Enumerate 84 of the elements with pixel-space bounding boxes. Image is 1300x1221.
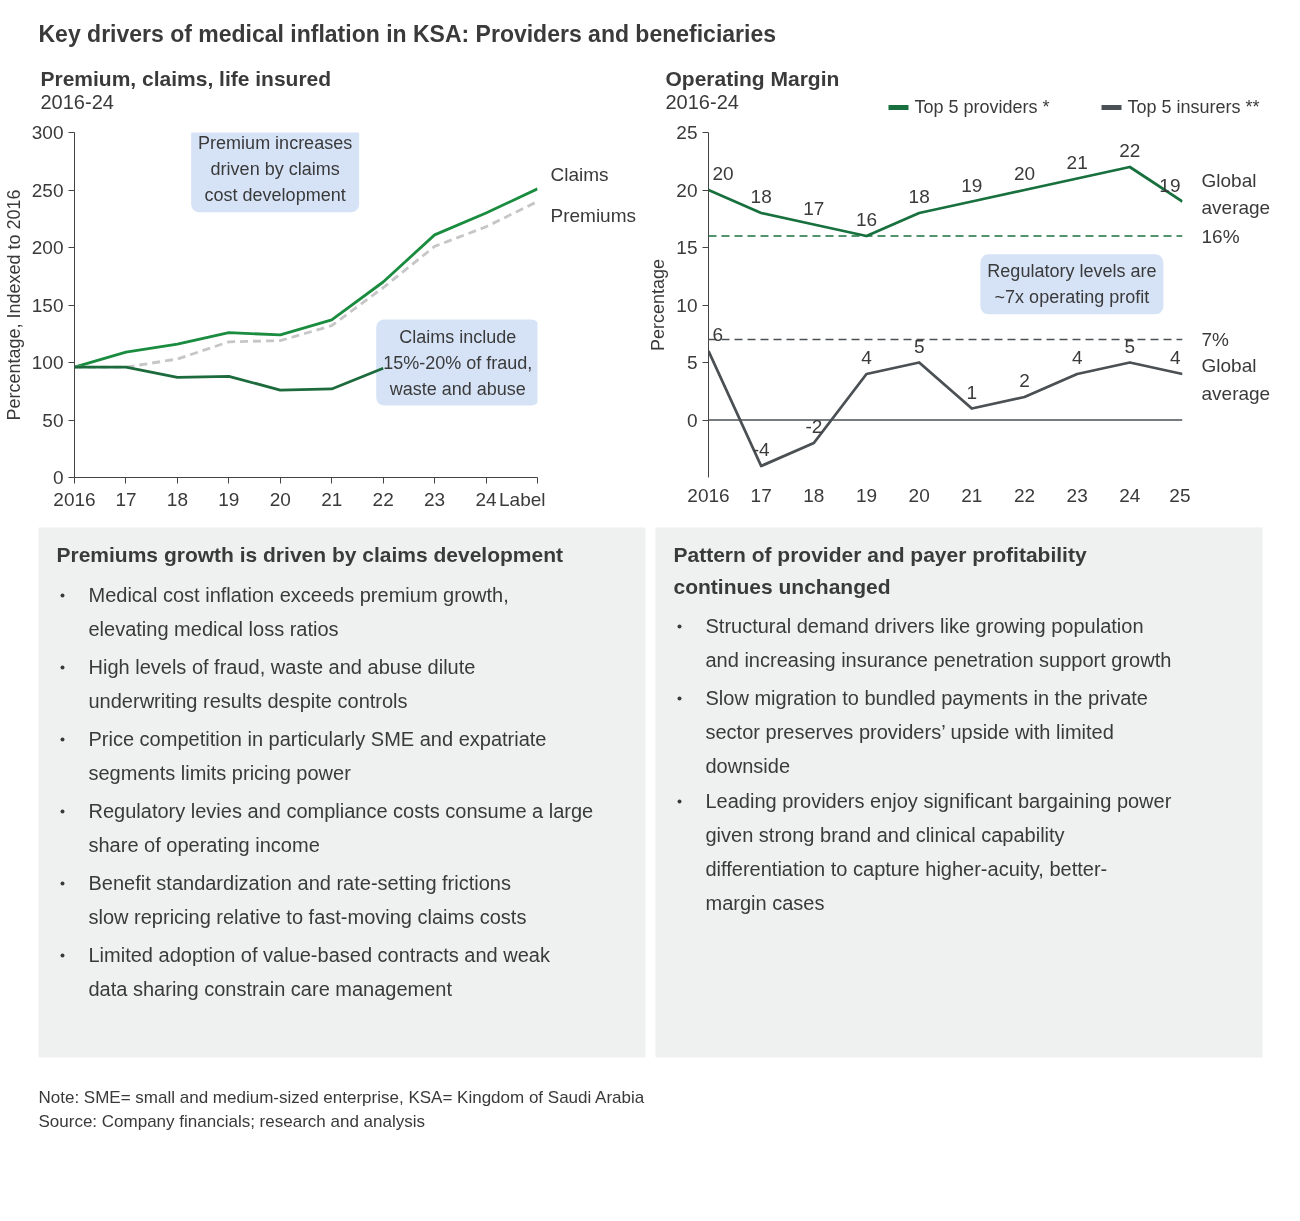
ref-line-label: 7%: [1201, 329, 1230, 350]
x-tick-label: 23: [424, 488, 446, 510]
x-tick-label: 22: [372, 488, 394, 510]
data-label: 2: [1019, 370, 1030, 391]
y-tick-label: 150: [31, 294, 64, 316]
annotation: Regulatory levels are ~7x operating profit: [987, 261, 1157, 308]
text: Note: SME= small and medium-sized enterprise, KSA= Kingdom of Saudi Arabia: [38, 1087, 645, 1107]
text: Slow migration to bundled payments in the private sector preserves providers’ upside with limited downside: [705, 686, 1148, 777]
x-tick-label: 20: [269, 488, 291, 510]
y-tick-label: 250: [31, 179, 64, 201]
x-tick-label: 21: [961, 484, 983, 506]
x-tick-label: 24: [1119, 484, 1141, 506]
y-tick-label: 300: [31, 122, 64, 143]
series-label: Claims: [550, 164, 609, 186]
text: Structural demand drivers like growing population and increasing insurance penetration support growth: [705, 614, 1172, 671]
y-tick-label: 0: [52, 467, 64, 488]
data-label: -2: [805, 416, 823, 437]
y-tick-label: 20: [676, 179, 698, 201]
x-tick-label: 23: [1066, 484, 1088, 506]
legend-label: Top 5 insurers **: [1127, 96, 1260, 117]
legend-label: Top 5 providers *: [914, 96, 1050, 117]
text: Regulatory levies and compliance costs consume a large share of operating income: [88, 799, 594, 856]
data-label: 4: [1071, 347, 1083, 368]
x-tick-label: 19: [218, 488, 240, 510]
chart-title: Premium, claims, life insured: [40, 66, 332, 90]
data-label: 22: [1119, 140, 1141, 161]
data-label: 5: [913, 335, 925, 357]
data-label: 18: [908, 186, 930, 207]
data-label: 5: [1124, 335, 1136, 357]
data-label: 19: [961, 174, 983, 196]
y-axis-title: Percentage, Indexed to 2016: [3, 189, 24, 421]
data-label: 18: [750, 186, 772, 207]
y-tick-label: 100: [31, 352, 64, 373]
x-tick-label: 18: [166, 488, 188, 510]
text: High levels of fraud, waste and abuse dilute underwriting results despite controls: [88, 655, 476, 712]
data-label: 20: [712, 163, 734, 184]
x-tick-label: Label: [499, 488, 546, 510]
source-note: Source: Company financials; research and analysis: [38, 1111, 425, 1131]
chart-title: Operating Margin: [665, 66, 840, 90]
text: Medical cost inflation exceeds premium growth, elevating medical loss ratios: [88, 583, 509, 640]
data-label: 21: [1066, 151, 1088, 173]
text: Limited adoption of value-based contracts and weak data sharing constrain care management: [88, 943, 551, 1000]
y-tick-label: 50: [42, 409, 64, 431]
x-tick-label: 2016: [53, 488, 96, 510]
text: Leading providers enjoy significant bargaining power given strong brand and clinical capability differentiation to capture higher-acuity, better-margin cases: [705, 789, 1172, 914]
ref-line-label: 16%: [1201, 225, 1240, 247]
data-label: 19: [1159, 174, 1181, 196]
x-tick-label: 22: [1013, 484, 1036, 506]
text: Global average: [1201, 169, 1271, 219]
x-tick-label: 2016: [687, 484, 730, 506]
x-tick-label: 20: [908, 484, 930, 506]
data-label: 4: [861, 347, 873, 368]
data-label: 4: [1169, 347, 1181, 368]
x-tick-label: 17: [750, 484, 772, 506]
data-label: 16: [855, 209, 878, 230]
text: Pattern of provider and payer profitability continues unchanged: [673, 542, 1087, 598]
x-tick-label: 21: [321, 488, 343, 510]
y-tick-label: 200: [31, 237, 64, 258]
text: Benefit standardization and rate-setting frictions slow repricing relative to fast-moving claims costs: [88, 871, 527, 928]
x-tick-label: 19: [855, 484, 878, 506]
x-tick-label: 24: [475, 488, 498, 510]
chart-subtitle: 2016-24: [40, 90, 114, 113]
text: Premiums growth is driven by claims development: [56, 542, 563, 566]
text: Key drivers of medical inflation in KSA: Providers and beneficiaries: [38, 20, 776, 47]
data-label: 20: [1013, 163, 1036, 184]
y-tick-label: 15: [676, 237, 698, 258]
text: Global average: [1201, 355, 1271, 404]
y-tick-label: 10: [676, 294, 698, 316]
text: Price competition in particularly SME and expatriate segments limits pricing power: [88, 727, 547, 784]
data-label: 17: [803, 197, 825, 219]
y-tick-label: 25: [676, 122, 698, 143]
data-label: 6: [712, 324, 724, 345]
y-tick-label: 5: [686, 352, 698, 373]
x-tick-label: 25: [1169, 484, 1191, 506]
x-tick-label: 18: [803, 484, 825, 506]
data-label: 1: [966, 381, 978, 403]
x-tick-label: 17: [115, 488, 137, 510]
chart-subtitle: 2016-24: [665, 90, 739, 113]
annotation: Claims include 15%-20% of fraud, waste and abuse: [383, 326, 533, 399]
line-series: [74, 365, 385, 392]
series-label: Premiums: [550, 205, 637, 226]
y-axis-title: Percentage: [648, 258, 669, 352]
y-tick-label: 0: [686, 409, 698, 431]
annotation: Premium increases driven by claims cost development: [198, 133, 353, 206]
